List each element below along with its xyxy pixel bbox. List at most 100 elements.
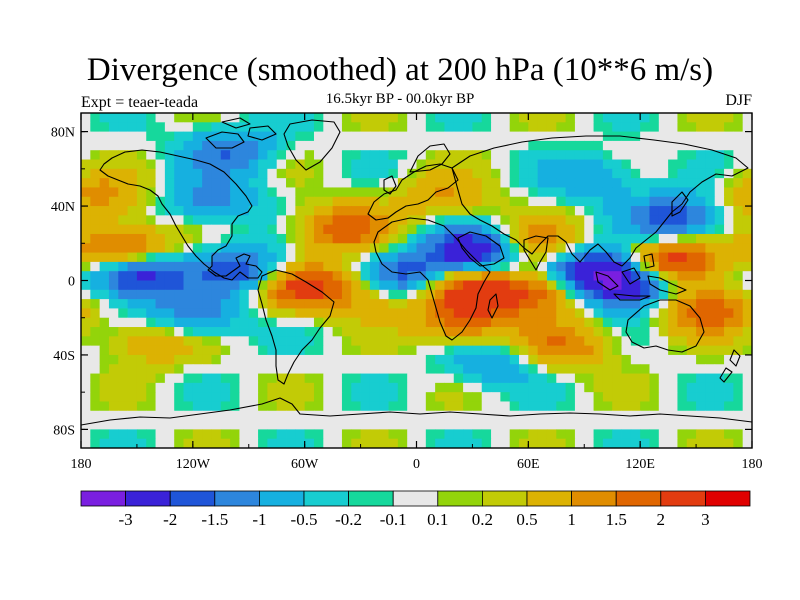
field-cell [202,420,212,430]
field-cell [136,215,147,226]
field-cell [528,420,539,430]
field-cell [397,261,408,272]
field-cell [453,159,464,170]
field-cell [686,187,697,198]
field-cell [425,187,436,198]
field-cell [537,122,548,133]
field-cell [313,271,324,281]
field-cell [668,429,678,440]
field-cell [304,410,315,421]
field-cell [313,420,324,430]
field-cell [630,271,641,281]
field-cell [202,140,212,151]
field-cell [602,299,613,309]
field-cell [379,187,389,198]
field-cell [509,131,520,142]
field-cell [239,261,250,272]
field-cell [584,243,594,253]
field-cell [677,299,688,309]
field-cell [164,271,175,281]
colorbar-label: 0.5 [516,510,537,529]
field-cell [360,150,371,160]
field-cell [369,206,380,216]
field-cell [519,271,529,281]
field-cell [341,271,352,281]
field-cell [612,364,622,374]
field-cell [276,168,287,179]
field-cell [630,196,641,207]
field-cell [435,178,445,188]
field-cell [183,354,194,365]
field-cell [155,206,166,216]
field-cell [267,308,278,319]
field-cell [379,364,389,374]
period-label: 16.5kyr BP - 00.0kyr BP [325,91,475,107]
field-cell [183,420,194,430]
field-cell [705,131,716,142]
field-cell [239,159,250,170]
field-cell [155,178,166,188]
field-cell [136,299,147,309]
lat-tick-label: 0 [68,275,75,290]
field-cell [733,159,744,170]
field-cell [733,327,744,337]
field-cell [472,168,483,179]
field-cell [379,327,389,337]
field-cell [267,345,278,356]
field-cell [593,233,604,244]
field-cell [444,187,455,198]
field-cell [435,187,445,198]
field-cell [388,206,399,216]
field-cell [146,187,156,198]
field-cell [640,364,650,374]
field-cell [435,308,445,319]
field-cell [230,354,240,365]
field-cell [90,308,101,319]
field-cell [714,113,725,123]
field-cell [202,187,212,198]
field-cell [118,401,128,412]
field-cell [556,187,567,198]
field-cell [90,168,101,179]
field-cell [556,150,567,160]
field-cell [248,382,259,393]
field-cell [463,429,473,440]
field-cell [351,122,361,133]
field-cell [621,206,632,216]
field-cell [164,140,175,151]
field-cell [724,122,734,133]
field-cell [360,438,371,448]
field-cell [630,438,641,448]
field-cell [295,429,306,440]
field-cell [239,215,250,226]
field-cell [584,224,594,235]
field-cell [556,196,567,207]
field-cell [118,364,128,374]
field-cell [211,392,222,402]
lon-tick-label: 180 [742,457,763,472]
field-cell [407,327,417,337]
field-cell [491,196,501,207]
field-cell [295,122,306,133]
field-cell [192,336,203,347]
field-cell [332,354,343,365]
field-cell [528,410,539,421]
field-cell [696,429,706,440]
field-cell [239,280,250,291]
field-cell [267,317,278,328]
field-cell [108,168,119,179]
field-cell [537,308,548,319]
field-cell [556,336,567,347]
field-cell [211,317,222,328]
field-cell [341,410,352,421]
field-cell [705,168,716,179]
field-cell [602,401,613,412]
field-cell [174,401,184,412]
field-cell [379,150,389,160]
field-cell [90,410,101,421]
field-cell [99,382,110,393]
field-cell [500,327,511,337]
colorbar-swatch [392,490,439,507]
field-cell [388,131,399,142]
field-cell [341,168,352,179]
